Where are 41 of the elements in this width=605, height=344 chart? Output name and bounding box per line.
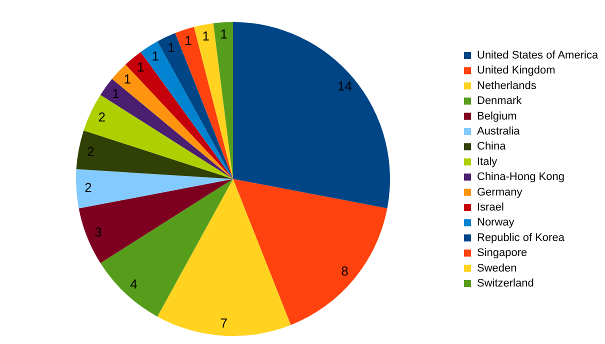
data-label: 1 <box>184 33 192 48</box>
pie-slice <box>233 179 388 325</box>
data-label: 2 <box>84 180 92 196</box>
data-label: 1 <box>168 40 175 55</box>
legend-label: Switzerland <box>477 278 534 290</box>
data-label: 2 <box>86 144 94 159</box>
legend-label: Italy <box>477 156 498 168</box>
legend-label: Belgium <box>477 110 517 122</box>
legend-label: China <box>477 140 507 153</box>
data-label: 7 <box>220 316 228 331</box>
pie-slice <box>213 22 233 179</box>
data-label: 8 <box>341 263 348 278</box>
legend-label: United States of America <box>477 50 599 62</box>
legend-label: Israel <box>477 202 504 214</box>
pie-slice <box>100 179 233 317</box>
data-label: 3 <box>94 224 102 240</box>
data-label: 1 <box>136 59 144 74</box>
data-label: 1 <box>220 26 228 42</box>
legend-label: Australia <box>477 126 521 138</box>
legend-label: Sweden <box>477 262 517 274</box>
legend-label: China-Hong Kong <box>477 171 564 184</box>
legend-label: Germany <box>477 186 523 198</box>
legend-label: Denmark <box>477 95 522 108</box>
legend-label: Republic of Korea <box>477 232 566 244</box>
legend-label: Norway <box>477 216 515 229</box>
pie-slice <box>112 64 233 179</box>
legend-label: Netherlands <box>477 80 537 92</box>
data-label: 2 <box>98 109 106 124</box>
legend-label: Singapore <box>477 247 528 260</box>
data-label: 4 <box>130 276 138 292</box>
pie-slice <box>78 179 233 264</box>
pie-slice <box>76 169 233 208</box>
data-label: 1 <box>124 72 131 87</box>
data-label: 14 <box>337 78 352 94</box>
legend-label: United Kingdom <box>477 64 556 77</box>
data-label: 1 <box>112 86 120 101</box>
data-label: 1 <box>202 28 210 44</box>
pie-slice <box>175 26 233 179</box>
pie-slice <box>76 130 233 179</box>
pie-slice <box>126 52 233 179</box>
data-label: 1 <box>152 48 159 64</box>
